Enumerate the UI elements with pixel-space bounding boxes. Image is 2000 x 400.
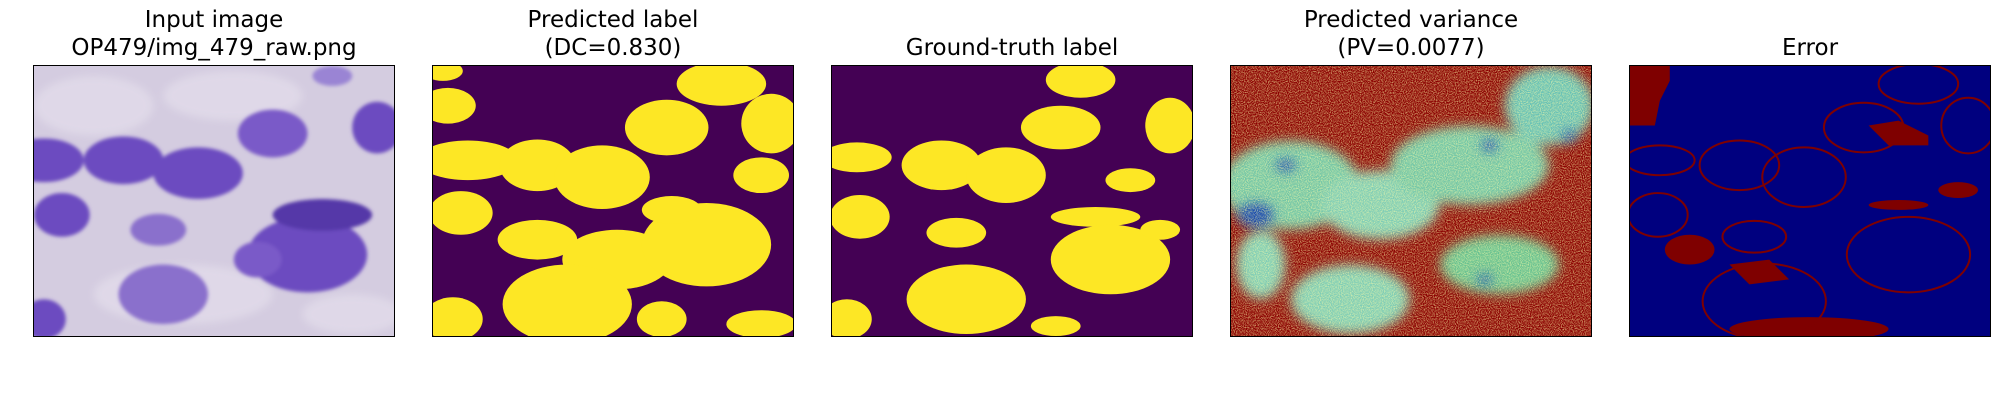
panel-title: Input image OP479/img_479_raw.png xyxy=(0,6,435,62)
title-line-1: Ground-truth label xyxy=(905,35,1119,61)
predicted-variance-frame xyxy=(1230,65,1592,337)
title-line-2: (PV=0.0077) xyxy=(1337,35,1485,61)
panel-title: Predicted label (DC=0.830) xyxy=(392,6,834,62)
error-frame xyxy=(1629,65,1991,337)
panel-error: Error xyxy=(1629,0,1991,400)
panel-predicted-variance: Predicted variance (PV=0.0077) xyxy=(1230,0,1592,400)
predicted-label-map xyxy=(433,66,793,336)
title-line-1: Input image xyxy=(144,7,284,33)
panel-title: Ground-truth label xyxy=(791,34,1233,62)
input-image-frame xyxy=(33,65,395,337)
ground-truth-label-map xyxy=(832,66,1192,336)
error-map xyxy=(1630,66,1990,336)
title-line-1: Predicted variance xyxy=(1303,7,1519,33)
panel-title: Predicted variance (PV=0.0077) xyxy=(1190,6,1632,62)
panel-title: Error xyxy=(1589,34,2000,62)
title-line-1: Predicted label xyxy=(527,7,699,33)
panel-ground-truth-label: Ground-truth label xyxy=(831,0,1193,400)
title-line-1: Error xyxy=(1781,35,1839,61)
predicted-label-frame xyxy=(432,65,794,337)
ground-truth-label-frame xyxy=(831,65,1193,337)
title-line-2: (DC=0.830) xyxy=(544,35,682,61)
panel-input-image: Input image OP479/img_479_raw.png xyxy=(33,0,395,400)
panel-predicted-label: Predicted label (DC=0.830) xyxy=(432,0,794,400)
predicted-variance-map xyxy=(1231,66,1591,336)
title-line-2: OP479/img_479_raw.png xyxy=(71,35,357,61)
input-image xyxy=(34,66,394,336)
